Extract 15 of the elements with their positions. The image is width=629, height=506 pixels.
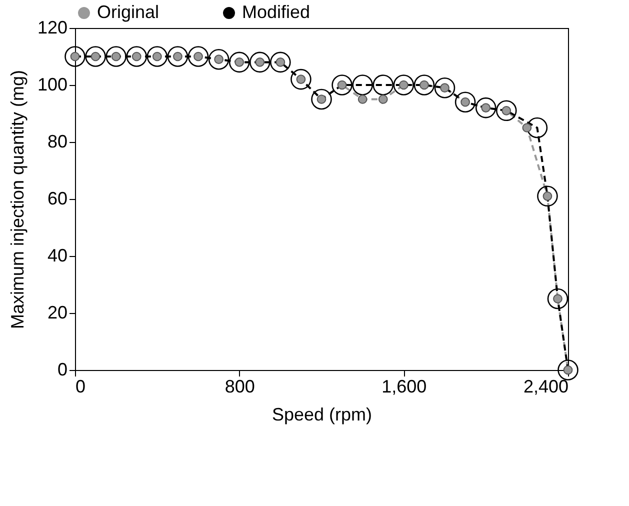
y-tick-label: 120 [37, 18, 68, 38]
y-tick-label: 40 [47, 246, 68, 266]
x-tick-label: 0 [76, 376, 86, 396]
y-tick-label: 60 [47, 188, 68, 208]
legend-label: Original [97, 2, 160, 22]
y-tick-label: 80 [47, 132, 68, 152]
legend-label: Modified [242, 2, 310, 22]
x-tick-label: 800 [224, 376, 255, 396]
x-axis-title: Speed (rpm) [272, 404, 372, 424]
y-tick-label: 0 [57, 360, 68, 380]
y-tick-label: 100 [37, 74, 68, 94]
x-tick-label: 2,400 [523, 376, 568, 396]
y-tick-label: 20 [47, 302, 68, 322]
x-tick-label: 1,600 [382, 376, 427, 396]
y-axis-title: Maximum injection quantity (mg) [7, 70, 28, 330]
